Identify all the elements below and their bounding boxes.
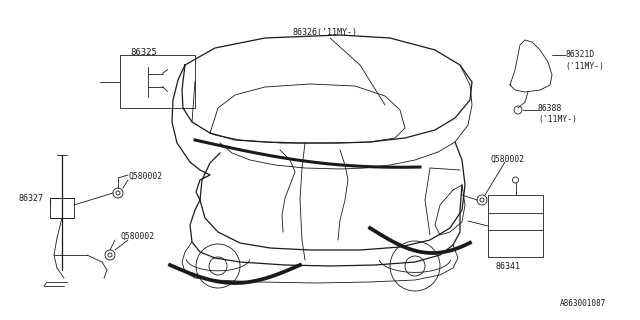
Bar — [50, 198, 74, 218]
Text: 86321D: 86321D — [565, 50, 595, 59]
Text: Q580002: Q580002 — [120, 232, 154, 241]
Text: ('11MY-): ('11MY-) — [565, 62, 604, 71]
Text: 86341: 86341 — [495, 262, 520, 271]
Text: 86325: 86325 — [130, 48, 157, 57]
Bar — [120, 55, 195, 108]
Bar — [488, 195, 543, 257]
Text: 86327: 86327 — [18, 194, 43, 203]
Text: 86388: 86388 — [538, 104, 563, 113]
Text: A863001087: A863001087 — [560, 299, 606, 308]
Text: Q580002: Q580002 — [128, 172, 162, 181]
Text: Q580002: Q580002 — [490, 155, 524, 164]
Text: 86326('11MY-): 86326('11MY-) — [292, 28, 357, 37]
Text: ('11MY-): ('11MY-) — [538, 115, 577, 124]
